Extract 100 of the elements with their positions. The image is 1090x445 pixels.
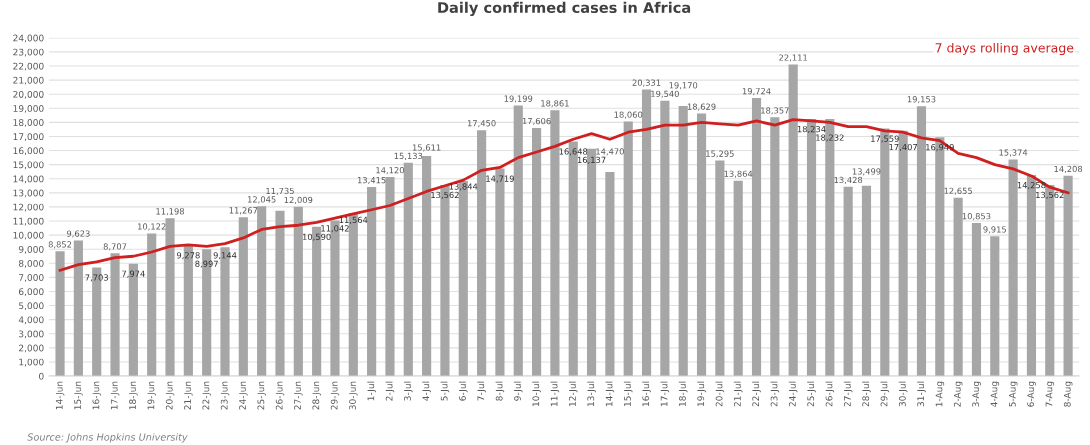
bar xyxy=(953,197,963,377)
data-label: 19,724 xyxy=(742,88,771,96)
data-label: 13,415 xyxy=(357,176,386,185)
y-tick-label: 6,000 xyxy=(18,288,44,296)
bar xyxy=(550,110,560,377)
x-tick-label: 15-Jul xyxy=(623,381,633,407)
x-tick-label: 2-Jul xyxy=(385,381,395,401)
data-label: 13,864 xyxy=(724,170,753,178)
bar xyxy=(788,64,798,377)
data-label: 17,606 xyxy=(522,117,551,126)
x-tick-label: 6-Aug xyxy=(1027,381,1036,407)
data-label: 13,499 xyxy=(852,168,881,176)
y-tick-label: 22,000 xyxy=(13,62,44,71)
x-tick-label: 9-Jul xyxy=(513,381,523,401)
bar xyxy=(147,233,157,377)
x-tick-label: 10-Jul xyxy=(532,381,541,407)
y-tick-label: 16,000 xyxy=(13,147,44,156)
x-tick-label: 16-Jun xyxy=(92,381,101,410)
x-tick-label: 27-Jul xyxy=(843,381,853,407)
data-label: 11,564 xyxy=(339,216,368,224)
x-tick-label: 30-Jul xyxy=(898,381,908,407)
x-tick-label: 26-Jun xyxy=(275,381,285,410)
data-label: 22,111 xyxy=(779,54,807,62)
x-tick-label: 19-Jun xyxy=(147,381,156,410)
bar xyxy=(770,117,780,377)
x-tick-label: 18-Jun xyxy=(129,381,138,410)
y-tick-label: 4,000 xyxy=(18,316,44,325)
x-tick-label: 3-Aug xyxy=(972,381,981,407)
y-tick-label: 18,000 xyxy=(13,119,44,127)
data-label: 13,562 xyxy=(431,191,459,199)
x-tick-label: 29-Jul xyxy=(880,381,890,407)
bar xyxy=(605,172,615,377)
data-label: 17,559 xyxy=(871,135,899,143)
x-tick-label: 24-Jun xyxy=(239,381,248,410)
y-tick-label: 24,000 xyxy=(13,34,44,43)
x-tick-label: 25-Jun xyxy=(257,381,266,410)
data-label: 18,357 xyxy=(761,107,789,115)
x-tick-label: 31-Jul xyxy=(917,381,926,407)
y-tick-label: 20,000 xyxy=(13,90,44,99)
x-tick-label: 12-Jul xyxy=(568,381,578,407)
x-tick-label: 23-Jun xyxy=(220,381,230,410)
y-tick-label: 12,000 xyxy=(13,203,44,212)
data-label: 13,844 xyxy=(449,183,478,191)
y-tick-label: 13,000 xyxy=(13,189,44,198)
data-label: 14,470 xyxy=(596,148,624,156)
chart-title: Daily confirmed cases in Africa xyxy=(438,1,691,16)
bar xyxy=(733,180,743,377)
data-label: 9,144 xyxy=(213,252,237,260)
x-tick-label: 14-Jul xyxy=(605,381,615,407)
x-tick-label: 20-Jul xyxy=(715,381,725,407)
data-label: 11,042 xyxy=(321,225,349,233)
bar xyxy=(110,253,120,377)
data-label: 17,450 xyxy=(467,120,496,128)
data-label: 10,590 xyxy=(302,233,331,241)
y-tick-label: 3,000 xyxy=(19,330,44,339)
data-label: 10,122 xyxy=(138,223,166,231)
bar xyxy=(916,106,927,377)
x-tick-label: 20-Jun xyxy=(165,381,175,410)
y-tick-label: 0 xyxy=(39,372,44,380)
x-tick-label: 14-Jun xyxy=(55,381,65,410)
data-label: 9,915 xyxy=(983,226,1006,234)
bar xyxy=(971,223,982,377)
data-label: 18,234 xyxy=(797,125,826,134)
x-tick-label: 21-Jul xyxy=(733,381,743,407)
x-tick-label: 4-Jul xyxy=(422,381,431,401)
x-tick-label: 15-Jun xyxy=(74,381,83,410)
x-tick-label: 27-Jun xyxy=(294,381,303,410)
x-tick-label: 7-Aug xyxy=(1045,381,1055,407)
data-label: 15,133 xyxy=(394,152,423,160)
x-tick-label: 21-Jun xyxy=(184,381,193,410)
bar xyxy=(73,240,83,377)
x-tick-label: 3-Jul xyxy=(403,381,413,401)
data-label: 18,629 xyxy=(687,103,716,111)
x-tick-label: 24-Jul xyxy=(788,381,798,407)
y-tick-label: 11,000 xyxy=(13,217,44,226)
data-label: 19,199 xyxy=(504,95,533,103)
x-tick-label: 23-Jul xyxy=(770,381,780,407)
bar xyxy=(751,98,762,377)
x-tick-label: 4-Aug xyxy=(990,381,1000,407)
bar xyxy=(293,206,303,377)
y-tick-label: 5,000 xyxy=(19,302,44,311)
y-tick-label: 19,000 xyxy=(13,105,44,113)
y-tick-label: 8,000 xyxy=(18,260,44,268)
y-tick-label: 9,000 xyxy=(18,245,44,254)
data-label: 14,719 xyxy=(486,175,514,183)
bar xyxy=(843,186,853,377)
bar xyxy=(1063,175,1073,377)
bar xyxy=(55,251,65,377)
bar xyxy=(422,156,432,377)
x-tick-label: 5-Aug xyxy=(1009,381,1018,407)
data-label: 12,009 xyxy=(284,196,313,204)
x-tick-label: 8-Jul xyxy=(495,381,505,401)
data-label: 8,997 xyxy=(195,260,218,268)
data-label: 18,232 xyxy=(816,134,844,142)
data-label: 11,267 xyxy=(229,207,258,215)
source-note: Source: Johns Hopkins University xyxy=(27,433,188,443)
x-tick-label: 11-Jul xyxy=(550,381,560,407)
x-tick-label: 18-Jul xyxy=(678,381,688,407)
y-tick-label: 2,000 xyxy=(19,344,44,353)
bar xyxy=(1008,159,1018,377)
